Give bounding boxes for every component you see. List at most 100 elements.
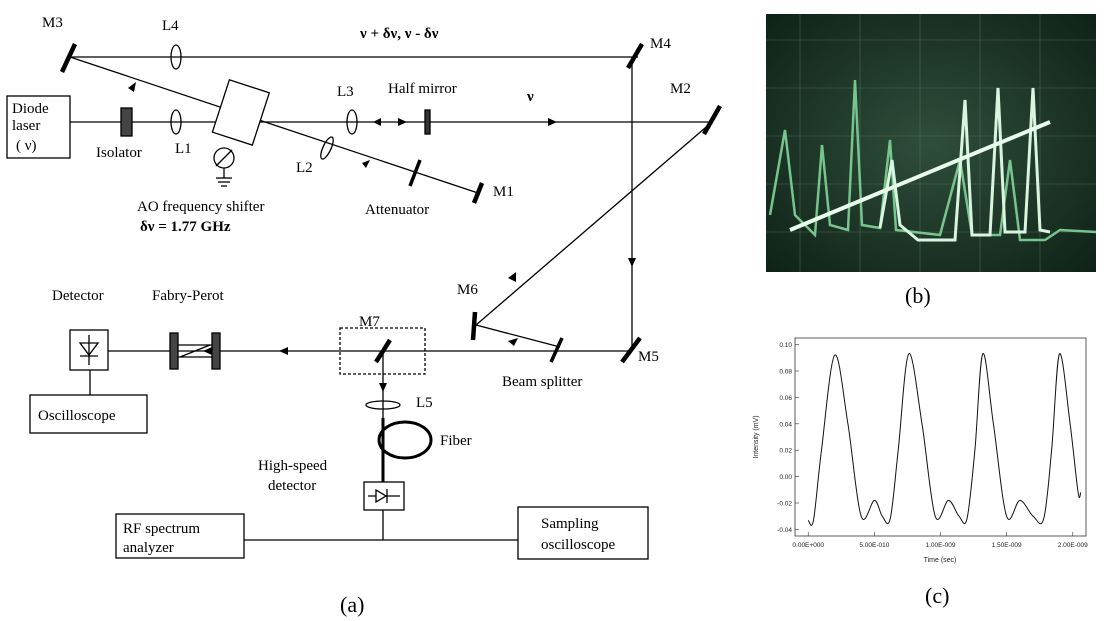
arrow-diag <box>128 82 136 92</box>
oscilloscope-photo <box>766 14 1097 272</box>
beam-diagonal <box>69 56 479 194</box>
y-tick-label: 0.08 <box>779 369 792 376</box>
y-ticks: 0.10 0.08 0.06 0.04 0.02 0.00 -0.02 -0.04 <box>777 342 799 534</box>
label-rf-1: RF spectrum <box>123 521 200 537</box>
lens-l5 <box>365 400 401 410</box>
label-nu: ( ν) <box>16 138 37 154</box>
x-tick-label: 0.00E+000 <box>792 542 824 549</box>
beam-m2-m6 <box>475 121 713 326</box>
x-axis-label: Time (sec) <box>924 557 957 564</box>
arrow-vertical <box>628 258 636 267</box>
label-m5: M5 <box>638 349 659 365</box>
mirror-m3 <box>59 43 78 73</box>
label-oscilloscope: Oscilloscope <box>38 408 116 424</box>
arrow-main-back <box>373 118 381 126</box>
caption-c: (c) <box>925 583 949 608</box>
label-l3: L3 <box>337 84 354 100</box>
label-beam-main: ν <box>526 89 534 105</box>
lens-l2 <box>320 136 334 160</box>
mirror-m2 <box>702 104 722 136</box>
label-m7: M7 <box>359 314 380 330</box>
diode-laser-box <box>6 95 71 159</box>
m7-dashed-box <box>339 327 426 375</box>
label-l5: L5 <box>416 395 433 411</box>
arrow-down <box>379 383 387 392</box>
label-ao-delta: δν = 1.77 GHz <box>140 219 231 235</box>
label-detector: Detector <box>52 288 104 304</box>
arrow-bottom <box>279 347 288 355</box>
label-m4: M4 <box>650 36 671 52</box>
hsd-diode-icon <box>375 488 388 504</box>
arrow-main <box>548 118 557 126</box>
beam-m6-bs <box>475 324 561 348</box>
mirror-m7 <box>374 338 392 364</box>
label-l4: L4 <box>162 18 179 34</box>
scope-trace-bright <box>878 87 1051 242</box>
beam-splitter <box>549 337 564 363</box>
scope-ramp <box>789 120 1051 232</box>
label-sampling-2: oscilloscope <box>541 537 615 553</box>
y-axis-label: Intensity (mV) <box>753 415 760 458</box>
fiber-loop <box>377 420 433 460</box>
label-l1: L1 <box>175 141 192 157</box>
lens-l3 <box>346 109 358 135</box>
mirror-m5 <box>620 336 642 364</box>
isolator <box>120 107 133 137</box>
x-ticks: 0.00E+000 5.00E-010 1.00E-009 1.50E-009 2.00… <box>792 532 1088 549</box>
lens-l1 <box>170 109 182 135</box>
ao-driver-mark <box>215 149 233 167</box>
label-beam-top: ν + δν, ν - δν <box>359 26 439 42</box>
fabry-perot-left <box>169 332 179 370</box>
label-isolator: Isolator <box>96 145 142 161</box>
y-tick-label: 0.02 <box>779 448 792 455</box>
oscilloscope-box <box>29 394 148 434</box>
label-m6: M6 <box>457 282 478 298</box>
lens-l4 <box>170 44 182 70</box>
label-laser: laser <box>12 118 40 134</box>
y-tick-label: -0.04 <box>777 527 792 534</box>
label-hsd-2: detector <box>268 478 316 494</box>
x-tick-label: 2.00E-009 <box>1058 542 1088 549</box>
ao-shifter-box <box>211 79 271 146</box>
optical-setup-diagram <box>6 42 722 560</box>
y-tick-label: 0.10 <box>779 342 792 349</box>
label-fabry-perot: Fabry-Perot <box>152 288 224 304</box>
label-fiber: Fiber <box>440 433 472 449</box>
label-diode: Diode <box>12 101 49 117</box>
fp-cavity-diag <box>179 344 211 358</box>
y-tick-label: 0.00 <box>779 474 792 481</box>
half-mirror <box>424 109 431 135</box>
label-hsd-1: High-speed <box>258 458 328 474</box>
caption-b: (b) <box>905 283 931 308</box>
x-tick-label: 5.00E-010 <box>859 542 889 549</box>
y-tick-label: 0.04 <box>779 421 792 428</box>
arrow-m6 <box>508 338 518 346</box>
label-half-mirror: Half mirror <box>388 81 457 97</box>
arrow-diag-2 <box>362 160 370 168</box>
y-tick-label: -0.02 <box>777 501 792 508</box>
label-m1: M1 <box>493 184 514 200</box>
arrow-m2 <box>508 272 516 282</box>
label-attenuator: Attenuator <box>365 202 429 218</box>
attenuator <box>408 159 422 187</box>
plot-frame <box>794 337 1087 537</box>
x-tick-label: 1.00E-009 <box>926 542 956 549</box>
mirror-m1 <box>471 182 485 204</box>
mirror-m6 <box>470 311 478 341</box>
label-beam-splitter: Beam splitter <box>502 374 582 390</box>
label-ao-shifter: AO frequency shifter <box>137 199 264 215</box>
scope-trace-faint <box>768 79 1097 242</box>
label-m3: M3 <box>42 15 63 31</box>
label-sampling-1: Sampling <box>541 516 599 532</box>
intensity-series-line <box>807 353 1082 526</box>
label-m2: M2 <box>670 81 691 97</box>
arrow-hm <box>398 118 407 126</box>
caption-a: (a) <box>340 592 364 617</box>
arrow-fp <box>203 347 212 355</box>
fabry-perot-right <box>211 332 221 370</box>
mirror-m4 <box>626 42 644 70</box>
rf-analyzer-box <box>115 513 245 559</box>
label-l2: L2 <box>296 160 313 176</box>
label-rf-2: analyzer <box>123 540 174 556</box>
